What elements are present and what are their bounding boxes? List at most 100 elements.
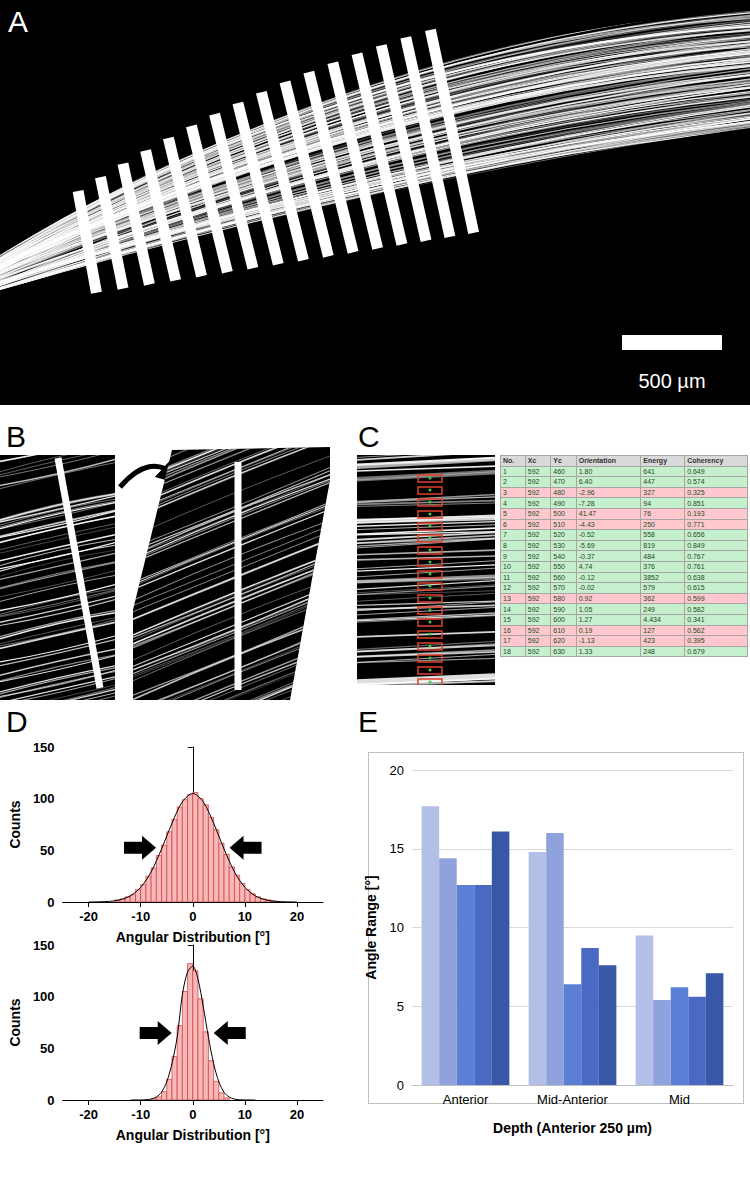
svg-text:C: C	[358, 420, 380, 453]
svg-text:Mid-Anterior: Mid-Anterior	[537, 1092, 608, 1107]
svg-text:-10: -10	[131, 909, 150, 924]
svg-text:5: 5	[397, 999, 404, 1014]
html-text:-4.43: -4.43	[578, 520, 595, 528]
svg-text:Anterior: Anterior	[443, 1092, 489, 1107]
html-text:-0.52: -0.52	[578, 531, 595, 539]
html-text:-2.96: -2.96	[578, 489, 595, 497]
html-text:Orientation: Orientation	[578, 457, 617, 465]
html-text:-0.02: -0.02	[578, 584, 595, 592]
svg-text:B: B	[6, 420, 26, 453]
svg-text:10: 10	[238, 909, 252, 924]
svg-text:100: 100	[33, 791, 55, 806]
html-text:641: 641	[643, 467, 655, 475]
html-text:4.74: 4.74	[578, 563, 593, 571]
svg-text:20: 20	[390, 763, 404, 778]
html-text:3852: 3852	[643, 573, 659, 581]
html-text:470: 470	[553, 478, 565, 486]
html-text:0.193: 0.193	[687, 510, 705, 518]
html-text:-0.37: -0.37	[578, 552, 595, 560]
html-text:No.: No.	[503, 457, 515, 465]
html-text:558: 558	[643, 531, 655, 539]
html-text:1.80: 1.80	[578, 467, 593, 475]
html-text:560: 560	[553, 573, 565, 581]
html-text:480: 480	[553, 489, 565, 497]
svg-text:Counts: Counts	[7, 800, 23, 848]
html-text:592: 592	[527, 552, 540, 560]
html-text:592: 592	[527, 478, 540, 486]
svg-text:Angular Distribution [°]: Angular Distribution [°]	[116, 929, 270, 945]
svg-text:0: 0	[189, 1107, 196, 1122]
html-text:12: 12	[503, 584, 511, 592]
svg-text:50: 50	[40, 843, 54, 858]
svg-text:100: 100	[33, 989, 55, 1004]
html-text:0.638: 0.638	[687, 573, 705, 581]
html-text:0.656: 0.656	[687, 531, 705, 539]
html-text:484: 484	[643, 552, 655, 560]
svg-text:500 µm: 500 µm	[638, 370, 705, 392]
html-text:500: 500	[553, 510, 565, 518]
svg-text:Mid: Mid	[669, 1092, 690, 1107]
html-text:592: 592	[527, 510, 540, 518]
html-text:0.851: 0.851	[687, 499, 705, 507]
html-text:Energy: Energy	[643, 457, 667, 465]
html-text:592: 592	[527, 531, 540, 539]
html-text:376: 376	[643, 563, 655, 571]
svg-text:20: 20	[290, 909, 304, 924]
html-text:592: 592	[527, 584, 540, 592]
svg-text:150: 150	[33, 740, 55, 755]
html-text:0.325: 0.325	[687, 489, 705, 497]
svg-text:150: 150	[33, 938, 55, 953]
html-text:592: 592	[527, 499, 540, 507]
html-text:460: 460	[553, 467, 565, 475]
html-text:0.649: 0.649	[687, 467, 705, 475]
svg-text:Angular Distribution [°]: Angular Distribution [°]	[116, 1127, 270, 1143]
html-text:327: 327	[643, 489, 655, 497]
svg-text:-20: -20	[79, 1107, 98, 1122]
svg-text:15: 15	[390, 841, 404, 856]
html-text:0.767: 0.767	[687, 552, 705, 560]
svg-text:-10: -10	[131, 1107, 150, 1122]
html-text:490: 490	[553, 499, 565, 507]
html-text:540: 540	[553, 552, 565, 560]
svg-text:E: E	[358, 705, 378, 738]
svg-text:Depth (Anterior 250 µm): Depth (Anterior 250 µm)	[493, 1120, 652, 1136]
svg-text:Counts: Counts	[7, 998, 23, 1046]
html-text:250: 250	[643, 520, 655, 528]
html-text:Yc: Yc	[553, 457, 562, 465]
svg-text:D: D	[6, 705, 28, 738]
html-text:0.761: 0.761	[687, 563, 705, 571]
html-text:520: 520	[553, 531, 565, 539]
html-text:94: 94	[643, 499, 652, 507]
svg-text:A: A	[8, 5, 28, 38]
html-text:592: 592	[527, 573, 540, 581]
html-text:76: 76	[643, 510, 652, 518]
html-text:Xc: Xc	[527, 457, 537, 465]
html-text:592: 592	[527, 563, 540, 571]
html-text:592: 592	[527, 489, 540, 497]
svg-text:50: 50	[40, 1041, 54, 1056]
html-text:-7.28: -7.28	[578, 499, 595, 507]
html-text:11: 11	[503, 573, 511, 581]
svg-text:0: 0	[189, 909, 196, 924]
html-text:0.771: 0.771	[687, 520, 705, 528]
svg-text:-20: -20	[79, 909, 98, 924]
svg-text:20: 20	[290, 1107, 304, 1122]
svg-text:0: 0	[47, 895, 54, 910]
svg-text:0: 0	[397, 1078, 404, 1093]
html-text:570: 570	[553, 584, 565, 592]
html-text:550: 550	[553, 563, 565, 571]
html-text:592: 592	[527, 467, 540, 475]
html-text:6.40: 6.40	[578, 478, 593, 486]
svg-text:10: 10	[238, 1107, 252, 1122]
svg-text:0: 0	[47, 1093, 54, 1108]
html-text:0.574: 0.574	[687, 478, 705, 486]
svg-text:10: 10	[390, 920, 404, 935]
html-text:592: 592	[527, 520, 540, 528]
html-text:510: 510	[553, 520, 565, 528]
html-text:-0.12: -0.12	[578, 573, 595, 581]
html-text:447: 447	[643, 478, 655, 486]
svg-text:Angle Range [°]: Angle Range [°]	[363, 875, 379, 979]
html-text:41.47: 41.47	[578, 510, 597, 518]
html-text:10: 10	[503, 563, 511, 571]
html-text:Coherency: Coherency	[687, 457, 724, 465]
